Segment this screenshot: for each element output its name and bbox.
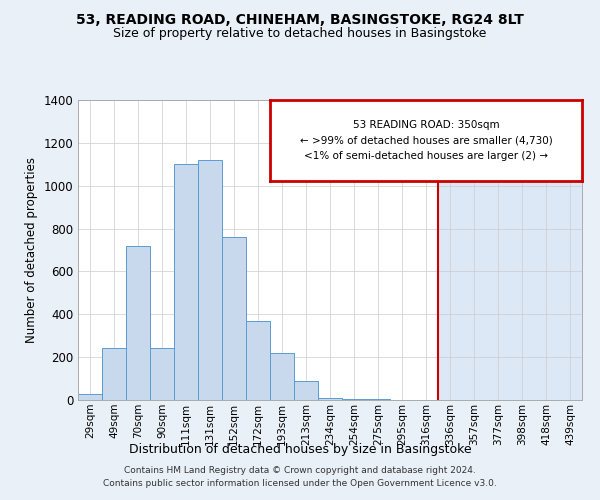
Bar — [102, 348, 126, 400]
Bar — [246, 320, 270, 400]
Bar — [294, 380, 318, 400]
Y-axis label: Number of detached properties: Number of detached properties — [25, 157, 38, 343]
Text: 53 READING ROAD: 350sqm
← >99% of detached houses are smaller (4,730)
<1% of sem: 53 READING ROAD: 350sqm ← >99% of detach… — [299, 120, 553, 161]
Bar — [342, 399, 366, 400]
Text: Contains HM Land Registry data © Crown copyright and database right 2024.
Contai: Contains HM Land Registry data © Crown c… — [103, 466, 497, 487]
Bar — [270, 353, 294, 400]
Text: Size of property relative to detached houses in Basingstoke: Size of property relative to detached ho… — [113, 28, 487, 40]
Bar — [126, 246, 150, 400]
Bar — [222, 237, 246, 400]
Bar — [198, 160, 222, 400]
Text: 53, READING ROAD, CHINEHAM, BASINGSTOKE, RG24 8LT: 53, READING ROAD, CHINEHAM, BASINGSTOKE,… — [76, 12, 524, 26]
Bar — [174, 164, 198, 400]
Bar — [438, 100, 582, 400]
Bar — [318, 398, 342, 400]
Bar — [150, 348, 174, 400]
Bar — [78, 394, 102, 400]
Text: Distribution of detached houses by size in Basingstoke: Distribution of detached houses by size … — [128, 442, 472, 456]
